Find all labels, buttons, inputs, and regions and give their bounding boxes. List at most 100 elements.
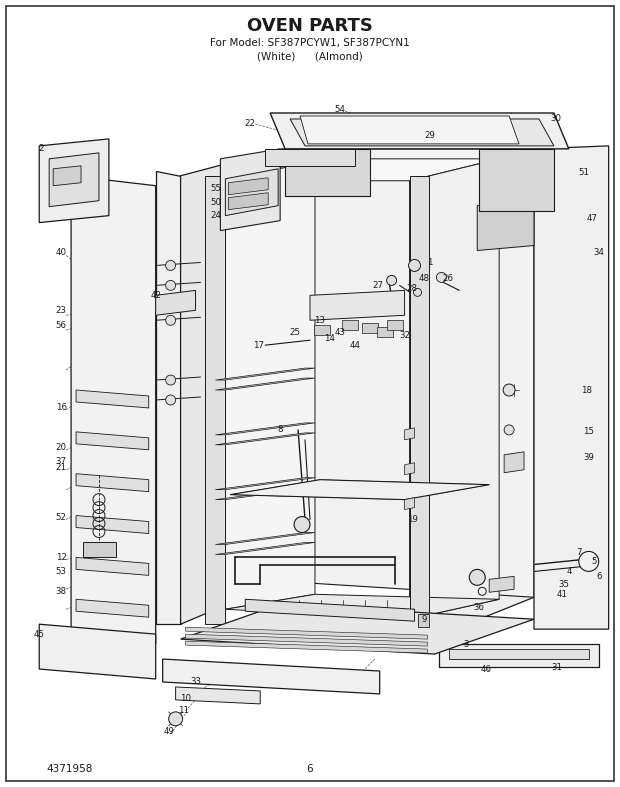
Text: 25: 25: [290, 327, 301, 337]
Polygon shape: [226, 159, 499, 181]
Polygon shape: [162, 659, 379, 694]
Polygon shape: [175, 687, 260, 704]
Circle shape: [414, 288, 422, 297]
Text: 55: 55: [210, 184, 221, 194]
Polygon shape: [228, 193, 268, 209]
Polygon shape: [185, 634, 427, 646]
Text: 15: 15: [583, 427, 594, 436]
Polygon shape: [215, 378, 315, 390]
Circle shape: [166, 280, 175, 290]
Polygon shape: [282, 149, 534, 597]
Polygon shape: [489, 576, 514, 593]
Text: 6: 6: [307, 763, 313, 774]
Text: 19: 19: [407, 515, 418, 524]
Polygon shape: [226, 161, 315, 609]
Polygon shape: [185, 641, 427, 653]
Text: 38: 38: [56, 587, 66, 596]
Polygon shape: [215, 533, 315, 545]
Polygon shape: [215, 488, 315, 500]
Polygon shape: [53, 166, 81, 186]
Polygon shape: [76, 557, 149, 575]
Polygon shape: [180, 604, 534, 654]
Polygon shape: [76, 599, 149, 617]
Polygon shape: [387, 320, 402, 331]
Polygon shape: [265, 149, 355, 166]
Circle shape: [166, 375, 175, 385]
Text: 43: 43: [334, 327, 345, 337]
Text: 10: 10: [180, 694, 191, 704]
Polygon shape: [226, 594, 499, 619]
Text: 35: 35: [559, 580, 569, 589]
Polygon shape: [215, 542, 315, 554]
Polygon shape: [477, 201, 534, 250]
Text: 12: 12: [56, 553, 66, 562]
Polygon shape: [215, 423, 315, 435]
Circle shape: [166, 260, 175, 271]
Circle shape: [166, 316, 175, 325]
Polygon shape: [314, 325, 330, 335]
Polygon shape: [405, 497, 415, 510]
Polygon shape: [228, 178, 268, 194]
Polygon shape: [76, 515, 149, 534]
Text: 44: 44: [349, 341, 360, 349]
Polygon shape: [342, 320, 358, 331]
Text: 30: 30: [551, 114, 561, 124]
Polygon shape: [83, 542, 116, 557]
Polygon shape: [290, 119, 554, 146]
Polygon shape: [226, 168, 278, 216]
Text: 7: 7: [576, 548, 582, 557]
Text: 14: 14: [324, 334, 335, 342]
Polygon shape: [410, 159, 499, 619]
Polygon shape: [71, 176, 156, 644]
Text: 21: 21: [56, 464, 66, 472]
Polygon shape: [39, 139, 109, 223]
Text: 51: 51: [578, 168, 589, 177]
Text: ReplacementParts.com: ReplacementParts.com: [264, 415, 376, 425]
Polygon shape: [310, 290, 405, 320]
Text: 11: 11: [178, 707, 189, 715]
Text: 5: 5: [591, 557, 596, 566]
Text: For Model: SF387PCYW1, SF387PCYN1: For Model: SF387PCYW1, SF387PCYN1: [210, 39, 410, 48]
Polygon shape: [156, 290, 195, 316]
Polygon shape: [76, 390, 149, 408]
Polygon shape: [450, 649, 589, 659]
Text: 49: 49: [163, 727, 174, 737]
Polygon shape: [76, 432, 149, 450]
Polygon shape: [220, 149, 280, 231]
Polygon shape: [231, 480, 489, 500]
Circle shape: [294, 516, 310, 533]
Text: 54: 54: [334, 105, 345, 113]
Polygon shape: [215, 433, 315, 445]
Polygon shape: [185, 627, 427, 639]
Text: 20: 20: [56, 443, 66, 453]
Polygon shape: [405, 428, 415, 440]
Circle shape: [387, 275, 397, 286]
Text: 46: 46: [480, 664, 492, 674]
Circle shape: [425, 638, 433, 646]
Text: 3: 3: [464, 640, 469, 648]
Polygon shape: [270, 113, 569, 149]
Circle shape: [503, 384, 515, 396]
Text: 41: 41: [556, 589, 567, 599]
Text: 36: 36: [474, 603, 485, 611]
Polygon shape: [405, 463, 415, 475]
Polygon shape: [156, 171, 180, 624]
Text: 31: 31: [551, 663, 562, 671]
Polygon shape: [479, 149, 554, 211]
Text: 29: 29: [424, 131, 435, 140]
Polygon shape: [504, 452, 524, 473]
Polygon shape: [377, 327, 392, 337]
Polygon shape: [246, 599, 415, 621]
Text: 18: 18: [582, 386, 592, 394]
Polygon shape: [215, 478, 315, 490]
Text: 39: 39: [583, 453, 594, 462]
Text: 28: 28: [406, 284, 417, 293]
Polygon shape: [180, 149, 282, 624]
Polygon shape: [361, 323, 378, 333]
Text: 1: 1: [427, 258, 432, 267]
Text: 50: 50: [210, 198, 221, 207]
Polygon shape: [49, 153, 99, 207]
Polygon shape: [300, 116, 519, 144]
Circle shape: [169, 712, 182, 726]
Text: 26: 26: [442, 274, 453, 283]
